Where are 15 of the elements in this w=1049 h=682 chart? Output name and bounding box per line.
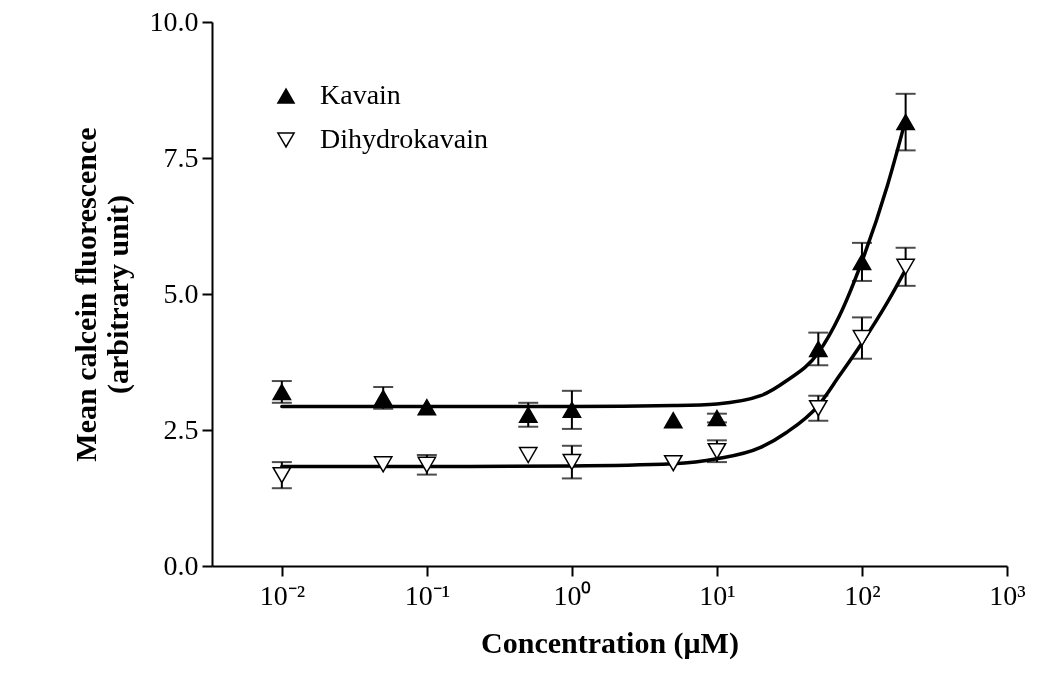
y-axis-title: Mean calcein fluorescence (arbitrary unit): [68, 127, 135, 462]
y-tick-label: 5.0: [163, 277, 199, 309]
y-tick-label: 7.5: [163, 141, 199, 173]
x-axis-title: Concentration (μM): [481, 625, 739, 660]
y-tick-label: 10.0: [149, 5, 199, 37]
x-tick-label: 10⁻²: [259, 579, 306, 611]
y-tick-label: 2.5: [163, 413, 199, 445]
legend-label: Dihydrokavain: [320, 123, 488, 154]
x-tick-label: 10¹: [699, 579, 736, 611]
x-tick-label: 10²: [844, 579, 881, 611]
y-tick-label: 0.0: [163, 549, 199, 581]
x-tick-label: 10³: [989, 579, 1026, 611]
legend-label: Kavain: [320, 79, 401, 110]
x-tick-label: 10⁰: [553, 579, 592, 611]
x-tick-label: 10⁻¹: [404, 579, 451, 611]
